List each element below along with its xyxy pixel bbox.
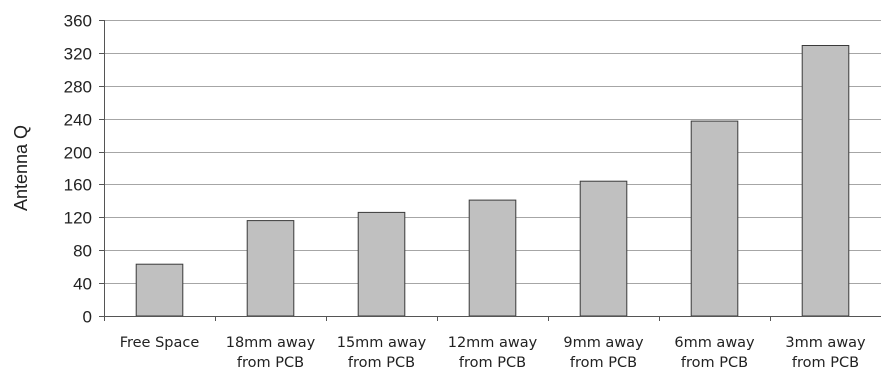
x-category-label-line: 9mm away	[563, 335, 644, 351]
x-category-label-line: from PCB	[459, 355, 526, 371]
y-tick-label: 280	[64, 78, 92, 97]
x-category-label-line: 18mm away	[226, 335, 316, 351]
bar-5	[579, 180, 628, 317]
y-tick-label: 120	[64, 209, 92, 228]
y-tick-label: 0	[83, 308, 92, 327]
x-category-label: 18mm away from PCB	[226, 335, 316, 371]
x-category-label: 15mm away from PCB	[337, 335, 427, 371]
x-category-label-line: 6mm away	[674, 335, 755, 351]
x-category-label-line: 3mm away	[785, 335, 866, 351]
x-category-label: 6mm away from PCB	[674, 335, 755, 371]
bars	[135, 45, 850, 317]
x-category-label: 3mm away from PCB	[785, 335, 866, 371]
y-axis-title: Antenna Q	[11, 125, 31, 211]
bar-6	[690, 120, 739, 317]
bar-1	[135, 263, 184, 317]
bar-4	[468, 199, 517, 317]
x-category-label: Free Space	[120, 335, 200, 351]
bar-7	[801, 45, 850, 317]
bar-3	[357, 211, 406, 317]
x-category-label-line: from PCB	[348, 355, 415, 371]
gridlines	[104, 20, 881, 284]
y-tick-label: 80	[73, 242, 92, 261]
x-category-label-line: 12mm away	[448, 335, 538, 351]
axes	[99, 20, 881, 321]
y-tick-label: 240	[64, 111, 92, 130]
y-tick-label: 40	[73, 275, 92, 294]
x-category-label: 12mm away from PCB	[448, 335, 538, 371]
x-category-label-line: from PCB	[681, 355, 748, 371]
x-category-label-line: from PCB	[237, 355, 304, 371]
x-category-label-line: Free Space	[120, 335, 200, 351]
y-tick-label: 360	[64, 12, 92, 31]
x-category-labels: Free Space 18mm away from PCB 15mm away from…	[120, 335, 866, 371]
x-category-label-line: 15mm away	[337, 335, 427, 351]
y-tick-labels: 0 40 80 120 160 200 240 280 320 360	[64, 12, 92, 327]
x-category-label-line: from PCB	[570, 355, 637, 371]
y-tick-label: 200	[64, 144, 92, 163]
x-category-label: 9mm away from PCB	[563, 335, 644, 371]
y-tick-label: 320	[64, 45, 92, 64]
x-category-label-line: from PCB	[792, 355, 859, 371]
y-tick-label: 160	[64, 176, 92, 195]
bar-2	[246, 220, 295, 317]
